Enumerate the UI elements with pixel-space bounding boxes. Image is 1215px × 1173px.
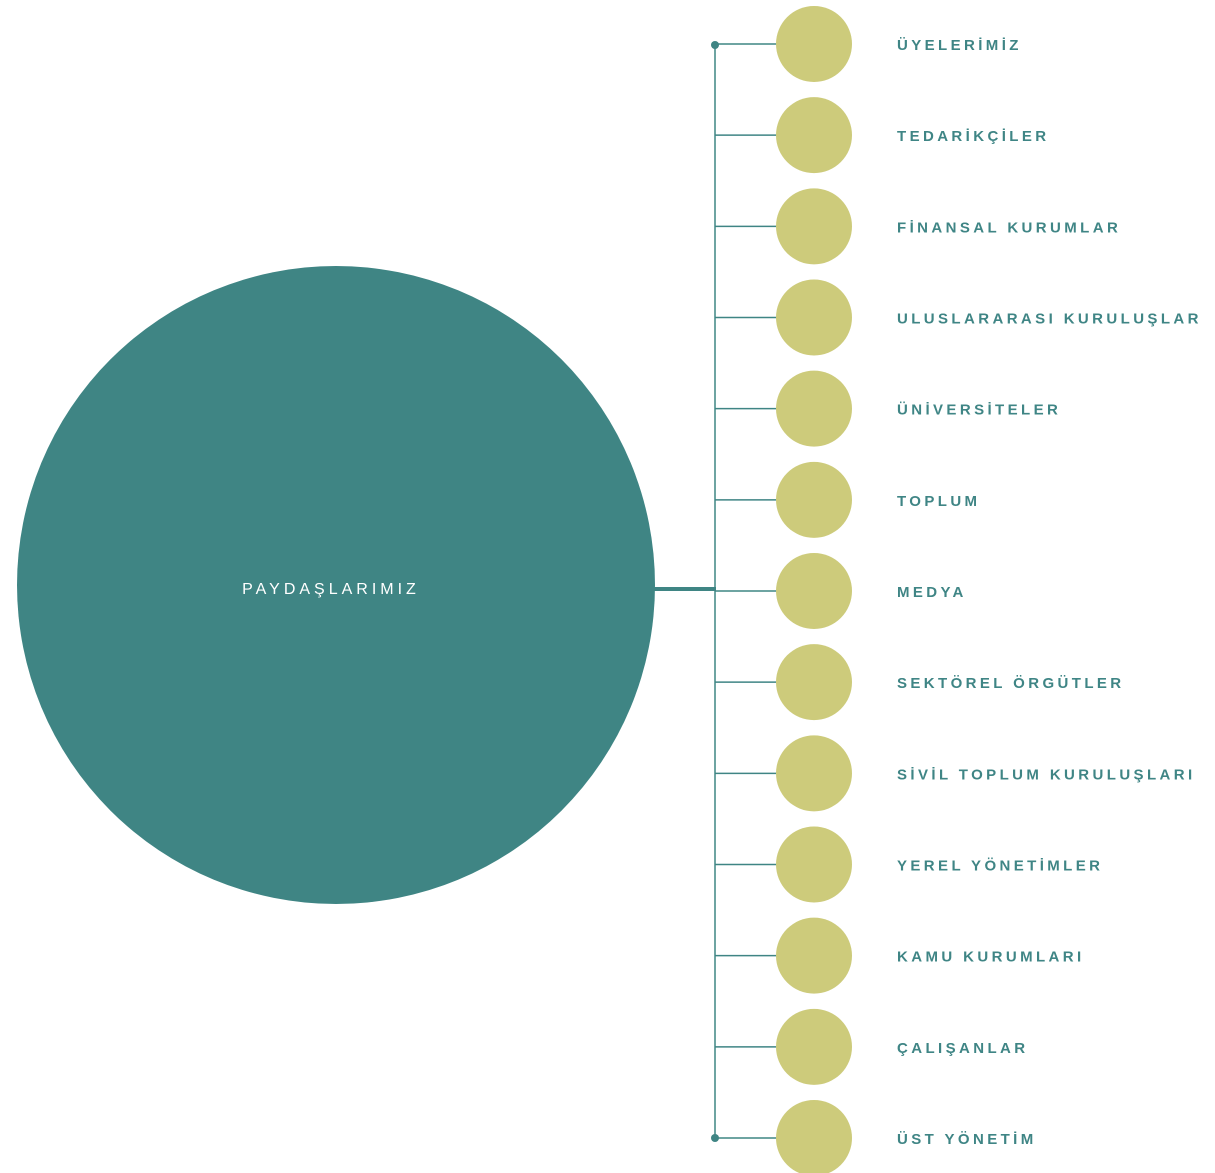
node-circle [776, 553, 852, 629]
node-circle [776, 6, 852, 82]
node-circle [776, 917, 852, 994]
node-label: KAMU KURUMLARI [897, 949, 1085, 966]
node-label: YEREL YÖNETİMLER [897, 857, 1103, 874]
node-circle [776, 644, 852, 721]
center-label: PAYDAŞLARIMIZ [242, 581, 420, 598]
node-circle [776, 370, 852, 447]
node-label: TOPLUM [897, 493, 980, 510]
node-label: ÜNİVERSİTELER [897, 402, 1061, 419]
node-circle [776, 188, 852, 265]
node-circle [776, 735, 852, 812]
node-label: ÇALIŞANLAR [897, 1040, 1029, 1057]
node-label: ÜST YÖNETİM [897, 1131, 1037, 1148]
node-label: ÜYELERİMİZ [897, 37, 1022, 54]
node-label: FİNANSAL KURUMLAR [897, 219, 1121, 236]
node-circle [776, 1008, 852, 1085]
spine-end [711, 41, 719, 49]
node-label: MEDYA [897, 584, 967, 601]
node-circle [776, 461, 852, 538]
node-label: SEKTÖREL ÖRGÜTLER [897, 675, 1125, 692]
node-circle [776, 279, 852, 356]
node-label: ULUSLARARASI KURULUŞLAR [897, 310, 1202, 327]
center-circle [17, 266, 655, 904]
node-label: TEDARİKÇİLER [897, 128, 1049, 145]
node-label: SİVİL TOPLUM KURULUŞLARI [897, 766, 1196, 783]
node-circle [776, 97, 852, 174]
node-circle [776, 826, 852, 903]
node-circle [776, 1100, 852, 1173]
